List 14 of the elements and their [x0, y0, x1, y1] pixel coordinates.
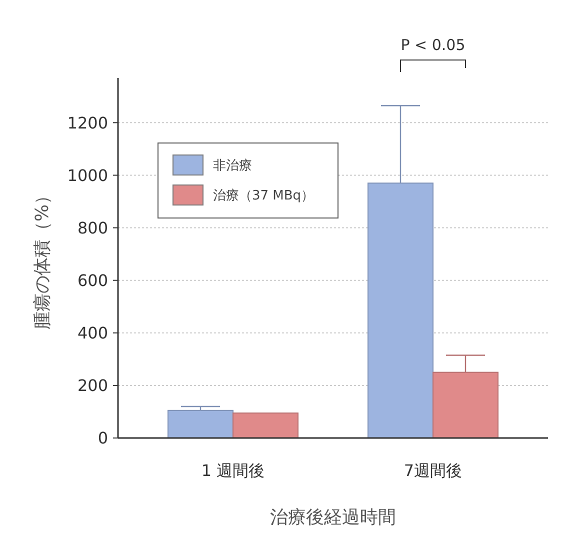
y-tick-label: 400 — [77, 323, 108, 342]
x-tick-label: 1 週間後 — [201, 461, 265, 480]
y-tick-label: 800 — [77, 218, 108, 238]
y-axis-title: 腫瘍の体積（%） — [32, 186, 53, 330]
y-tick-label: 200 — [77, 376, 108, 396]
y-tick-label: 1200 — [67, 113, 108, 132]
y-tick-label: 600 — [77, 270, 108, 290]
x-axis-title: 治療後経過時間 — [270, 507, 396, 528]
legend-label: 治療（37 MBq） — [213, 188, 314, 204]
y-tick-label: 1000 — [67, 166, 108, 185]
text: P < 0.05 — [400, 36, 466, 54]
legend-label: 非治療 — [213, 158, 252, 174]
x-tick-label: 7週間後 — [404, 461, 462, 480]
y-tick-label: 0 — [98, 428, 108, 448]
